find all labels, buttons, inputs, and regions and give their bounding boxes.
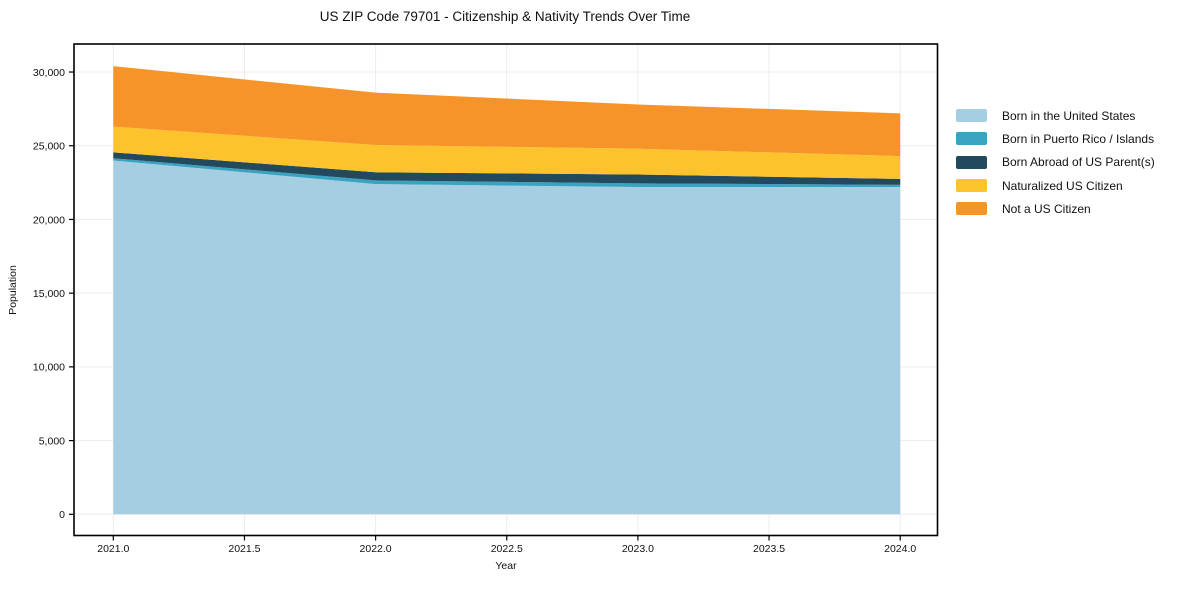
area-born-in-the-united-states (113, 160, 901, 515)
y-tick-label: 20,000 (33, 214, 65, 226)
legend-item-born-in-the-united-states: Born in the United States (956, 104, 1155, 127)
y-tick-label: 30,000 (33, 67, 65, 79)
y-tick-label: 10,000 (33, 362, 65, 374)
legend-item-naturalized-us-citizen: Naturalized US Citizen (956, 174, 1155, 197)
legend-swatch (956, 109, 987, 123)
legend-label: Naturalized US Citizen (1002, 178, 1123, 193)
area-naturalized-us-citizen (113, 126, 901, 179)
legend-label: Born in Puerto Rico / Islands (1002, 131, 1155, 146)
plot-frame (73, 43, 939, 537)
y-tick-label: 0 (59, 509, 65, 521)
legend: Born in the United States Born in Puerto … (956, 104, 1155, 220)
x-tick-label: 2021.0 (97, 543, 129, 555)
area-not-a-us-citizen (113, 66, 901, 157)
x-tick-label: 2023.5 (753, 543, 785, 555)
legend-swatch (956, 202, 987, 216)
x-axis-label: Year (495, 560, 517, 572)
legend-swatch (956, 132, 987, 146)
legend-label: Born in the United States (1002, 108, 1136, 123)
legend-label: Not a US Citizen (1002, 201, 1091, 216)
y-tick-label: 25,000 (33, 141, 65, 153)
x-tick-label: 2022.0 (360, 543, 392, 555)
area-born-abroad-of-us-parent-s (113, 152, 901, 185)
y-tick-label: 15,000 (33, 288, 65, 300)
legend-swatch (956, 179, 987, 193)
chart-title: US ZIP Code 79701 - Citizenship & Nativi… (319, 9, 691, 24)
legend-item-born-in-puerto-rico-islands: Born in Puerto Rico / Islands (956, 127, 1155, 150)
x-tick-label: 2023.0 (622, 543, 654, 555)
x-tick-label: 2021.5 (228, 543, 260, 555)
y-tick-label: 5,000 (39, 435, 65, 447)
x-tick-label: 2024.0 (884, 543, 916, 555)
area-born-in-puerto-rico-islands (113, 158, 901, 188)
legend-swatch (956, 155, 987, 169)
x-tick-label: 2022.5 (491, 543, 523, 555)
legend-item-born-abroad-of-us-parent-s: Born Abroad of US Parent(s) (956, 151, 1155, 174)
y-axis-label: Population (7, 265, 19, 315)
legend-item-not-a-us-citizen: Not a US Citizen (956, 197, 1155, 220)
legend-label: Born Abroad of US Parent(s) (1002, 155, 1155, 170)
